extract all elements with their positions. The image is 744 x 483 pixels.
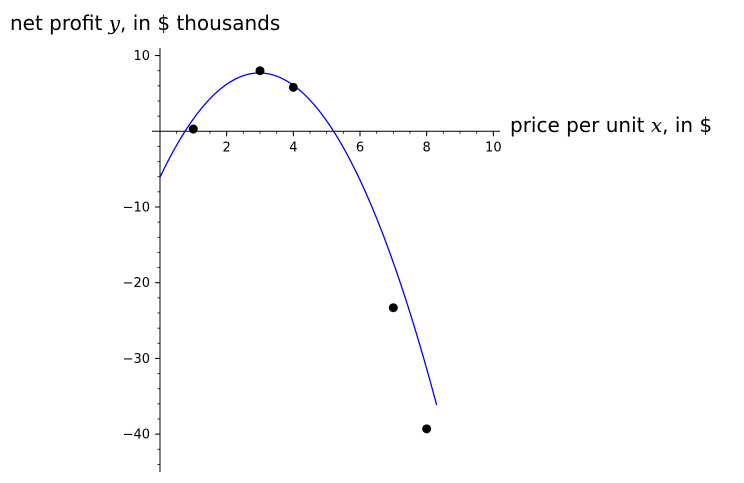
x-axis-title: price per unit x, in $ [510, 113, 712, 137]
data-point [388, 303, 398, 313]
x-axis-title-var: x [651, 113, 662, 137]
y-axis-title-prefix: net profit [10, 11, 109, 35]
data-points [188, 66, 432, 434]
x-tick-label: 8 [423, 140, 431, 155]
x-axis-title-prefix: price per unit [510, 113, 651, 137]
y-tick-label: −40 [123, 428, 150, 443]
tick-labels: 2 4 6 8 10 10 −10 −20 −30 −40 [123, 49, 502, 443]
x-tick-label: 4 [289, 140, 297, 155]
data-point [288, 82, 298, 92]
y-axis-title: net profit y, in $ thousands [10, 11, 280, 35]
axes [152, 48, 500, 472]
y-tick-label: 10 [133, 49, 150, 64]
y-axis-title-suffix: , in $ thousands [120, 11, 280, 35]
x-axis-title-suffix: , in $ [662, 113, 712, 137]
x-tick-label: 10 [485, 140, 502, 155]
x-tick-label: 6 [356, 140, 364, 155]
data-point [422, 424, 432, 434]
y-tick-label: −10 [123, 201, 150, 216]
y-axis-title-var: y [108, 11, 121, 35]
fit-curve [159, 72, 438, 406]
data-point [255, 66, 265, 76]
y-tick-label: −30 [123, 352, 150, 367]
x-tick-label: 2 [223, 140, 231, 155]
y-tick-label: −20 [123, 276, 150, 291]
data-point [188, 124, 198, 134]
